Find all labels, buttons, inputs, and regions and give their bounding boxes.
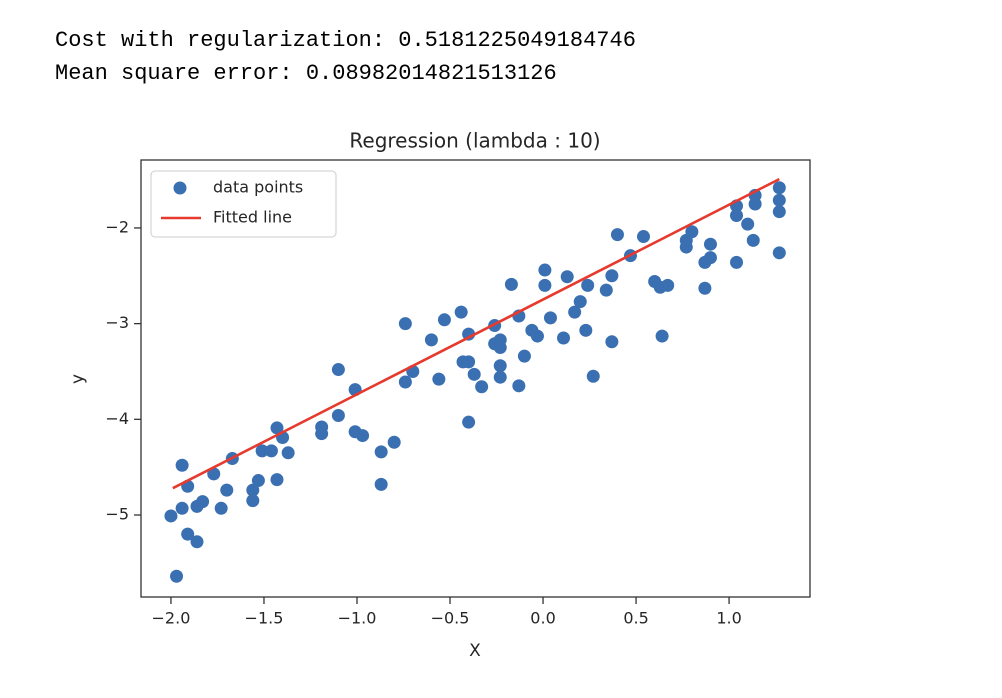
data-point: [467, 367, 481, 381]
data-point: [772, 205, 786, 219]
x-tick-label: 0.5: [623, 609, 648, 628]
output-line: Cost with regularization: 0.518122504918…: [55, 28, 636, 53]
data-point: [698, 281, 712, 295]
data-point: [493, 359, 507, 373]
legend-label: data points: [213, 178, 303, 197]
data-point: [175, 501, 189, 515]
legend-swatch: [173, 181, 187, 195]
data-point: [772, 193, 786, 207]
data-point: [207, 467, 221, 481]
data-point: [493, 341, 507, 355]
y-tick-label: −4: [105, 409, 129, 428]
data-point: [573, 295, 587, 309]
chart-title: Regression (lambda : 10): [349, 129, 600, 153]
data-point: [246, 483, 260, 497]
data-point: [164, 509, 178, 523]
output-line: Mean square error: 0.08982014821513126: [55, 61, 557, 86]
data-point: [281, 446, 295, 460]
data-point: [517, 349, 531, 363]
data-point: [512, 379, 526, 393]
data-point: [270, 421, 284, 435]
plot-frame: [140, 159, 811, 598]
data-point: [493, 370, 507, 384]
fitted-line: [172, 177, 780, 490]
data-point: [730, 255, 744, 269]
data-point: [586, 369, 600, 383]
data-point: [504, 277, 518, 291]
data-point: [387, 435, 401, 449]
x-tick-label: −2.0: [152, 609, 191, 628]
x-axis-label: X: [469, 641, 481, 661]
data-point: [605, 335, 619, 349]
data-point: [772, 246, 786, 260]
data-point: [454, 305, 468, 319]
y-axis-label: y: [68, 374, 88, 384]
data-point: [246, 494, 260, 508]
data-point: [437, 313, 451, 327]
data-point: [581, 278, 595, 292]
data-point: [579, 323, 593, 337]
x-tick-label: 1.0: [716, 609, 741, 628]
data-point: [530, 329, 544, 343]
data-point: [196, 495, 210, 509]
data-point: [703, 237, 717, 251]
data-point: [331, 408, 345, 422]
data-point: [264, 444, 278, 458]
legend: data points Fitted line: [150, 170, 337, 238]
data-point: [568, 305, 582, 319]
data-point: [538, 263, 552, 277]
y-tick-label: −3: [105, 313, 129, 332]
data-point: [220, 483, 234, 497]
data-point: [398, 317, 412, 331]
data-point: [374, 445, 388, 459]
data-point: [703, 251, 717, 265]
data-point: [610, 228, 624, 242]
data-point: [356, 429, 370, 443]
y-tick-label: −2: [105, 217, 129, 236]
data-point: [432, 372, 446, 386]
data-point: [661, 278, 675, 292]
data-point: [730, 208, 744, 222]
data-point: [251, 474, 265, 488]
x-tick-label: −1.0: [338, 609, 377, 628]
data-point: [685, 225, 699, 239]
x-tick-label: −1.5: [245, 609, 284, 628]
data-point: [636, 230, 650, 244]
data-point: [475, 380, 489, 394]
data-point: [424, 333, 438, 347]
data-point: [655, 329, 669, 343]
data-point: [462, 355, 476, 369]
data-point: [543, 311, 557, 325]
data-point: [746, 233, 760, 247]
data-point: [331, 363, 345, 377]
data-point: [170, 569, 184, 583]
legend-box: [150, 170, 337, 238]
data-point: [462, 327, 476, 341]
data-point: [214, 501, 228, 515]
data-point: [605, 269, 619, 283]
data-point: [599, 283, 613, 297]
data-point: [374, 477, 388, 491]
data-point: [462, 415, 476, 429]
legend-label: Fitted line: [213, 208, 292, 227]
data-point: [255, 444, 269, 458]
data-point: [538, 278, 552, 292]
data-point: [398, 375, 412, 389]
data-point: [556, 331, 570, 345]
data-point: [741, 217, 755, 231]
data-point: [315, 427, 329, 441]
data-point: [560, 270, 574, 284]
data-point: [181, 527, 195, 541]
x-tick-label: −0.5: [431, 609, 470, 628]
data-point: [270, 473, 284, 487]
x-tick-label: 0.0: [530, 609, 555, 628]
data-point: [175, 458, 189, 472]
y-tick-label: −5: [105, 504, 129, 523]
data-point: [190, 535, 204, 549]
data-point: [772, 181, 786, 195]
